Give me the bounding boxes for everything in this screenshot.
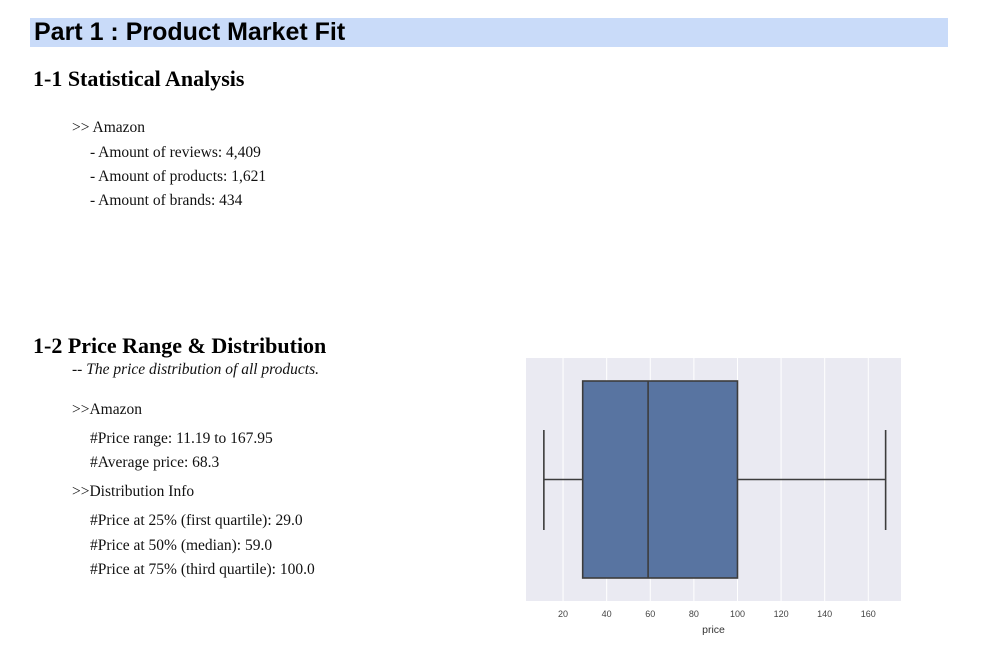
quartile-75: #Price at 75% (third quartile): 100.0	[90, 561, 315, 578]
x-axis-label: price	[702, 624, 725, 636]
x-tick-label: 120	[774, 609, 789, 619]
part-banner	[30, 18, 948, 47]
section2-subtitle: -- The price distribution of all product…	[72, 361, 319, 378]
x-tick-label: 140	[817, 609, 832, 619]
stat-reviews: - Amount of reviews: 4,409	[90, 144, 261, 161]
x-tick-label: 60	[645, 609, 655, 619]
quartile-25: #Price at 25% (first quartile): 29.0	[90, 512, 303, 529]
section1-title: 1-1 Statistical Analysis	[33, 66, 245, 91]
stat-products: - Amount of products: 1,621	[90, 168, 267, 185]
quartile-50: #Price at 50% (median): 59.0	[90, 537, 273, 554]
iqr-box	[581, 380, 739, 579]
distribution-heading: >>Distribution Info	[72, 483, 195, 500]
section2-platform: >>Amazon	[72, 401, 142, 418]
price-range: #Price range: 11.19 to 167.95	[90, 430, 273, 447]
x-tick-label: 80	[689, 609, 699, 619]
x-tick-label: 20	[558, 609, 568, 619]
average-price: #Average price: 68.3	[90, 454, 220, 471]
stat-brands: - Amount of brands: 434	[90, 192, 243, 209]
part-title: Part 1 : Product Market Fit	[34, 18, 346, 46]
x-tick-label: 40	[602, 609, 612, 619]
x-tick-label: 100	[730, 609, 745, 619]
x-tick-labels: 20 40 60 80 100 120 140 160	[558, 609, 876, 619]
section1-platform: >> Amazon	[72, 119, 146, 136]
x-tick-label: 160	[861, 609, 876, 619]
section2-title: 1-2 Price Range & Distribution	[33, 333, 327, 358]
